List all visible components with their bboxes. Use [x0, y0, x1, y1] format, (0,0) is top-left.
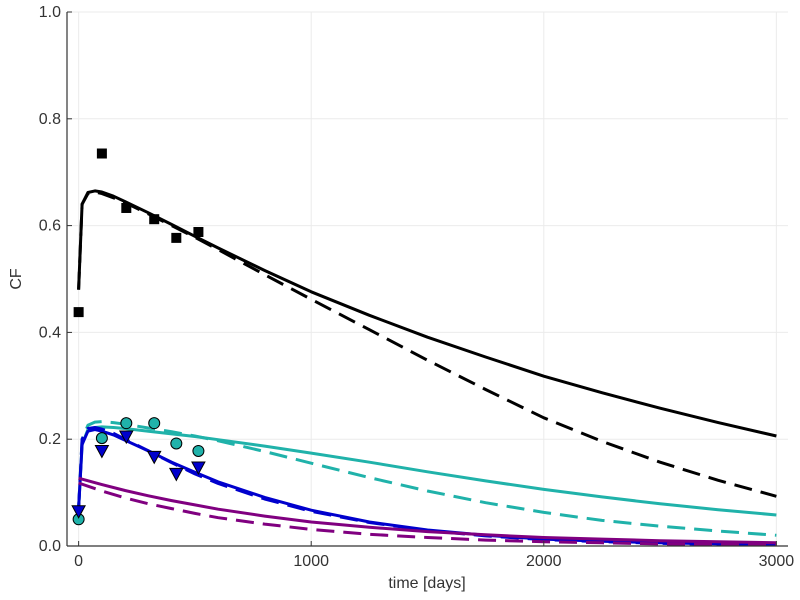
axes — [66, 11, 788, 547]
data-point-triangle-down — [118, 430, 134, 445]
data-point-triangle-down — [71, 505, 86, 519]
series-line-7-solid — [78, 476, 777, 545]
x-tick-label: 2000 — [526, 553, 562, 570]
data-point-circle — [120, 417, 133, 430]
data-point-square — [149, 214, 160, 225]
data-point-circle — [170, 437, 183, 450]
series-line-6-dashed — [77, 426, 777, 547]
x-axis-label: time [days] — [388, 575, 465, 592]
y-axis-label: CF — [8, 268, 25, 290]
data-point-square — [73, 307, 84, 318]
series-line-2-dashed — [77, 190, 777, 498]
y-tick-label: 0.8 — [39, 111, 61, 128]
data-point-circle — [95, 432, 108, 445]
y-tick-label: 0.0 — [39, 538, 61, 555]
data-point-triangle-down — [94, 444, 110, 459]
data-point-square — [193, 227, 204, 238]
data-point-circle — [192, 444, 205, 457]
data-point-triangle-down — [191, 461, 206, 476]
series-line-8-dashed — [78, 481, 777, 547]
y-tick-label: 0.6 — [39, 218, 61, 235]
x-tick-label: 1000 — [293, 553, 329, 570]
y-tick-label: 0.4 — [39, 324, 61, 341]
data-point-triangle-down — [146, 450, 162, 465]
series-line-1-solid — [77, 189, 777, 438]
data-point-square — [171, 232, 182, 243]
series-lines — [77, 189, 777, 547]
data-point-square — [96, 148, 107, 159]
y-tick-label: 1.0 — [39, 4, 61, 21]
x-tick-label: 3000 — [759, 553, 795, 570]
series-line-4-dashed — [77, 420, 777, 537]
data-point-triangle-down — [168, 467, 184, 482]
x-tick-label: 0 — [74, 553, 83, 570]
data-point-circle — [148, 417, 161, 430]
data-markers — [71, 148, 206, 526]
y-tick-label: 0.2 — [39, 431, 61, 448]
tick-labels: 0 1000 2000 3000 0.0 0.2 0.4 0.6 0.8 1.0 — [39, 4, 795, 570]
data-point-square — [121, 202, 132, 213]
